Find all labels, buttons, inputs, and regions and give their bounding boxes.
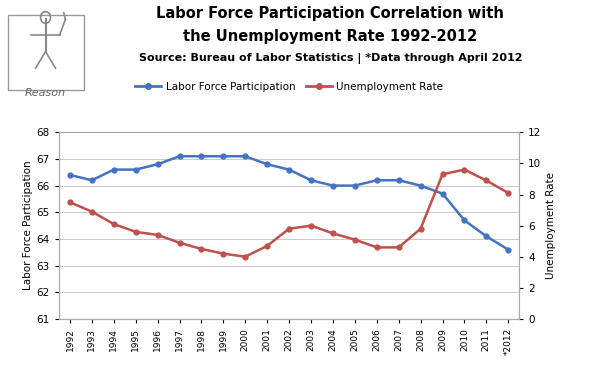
Text: Reason: Reason [25,88,66,98]
Y-axis label: Labor Force Participation: Labor Force Participation [22,161,32,291]
FancyBboxPatch shape [8,15,84,91]
Text: Labor Force Participation Correlation with: Labor Force Participation Correlation wi… [156,6,504,21]
Text: Source: Bureau of Labor Statistics | *Data through April 2012: Source: Bureau of Labor Statistics | *Da… [139,53,522,63]
Text: the Unemployment Rate 1992-2012: the Unemployment Rate 1992-2012 [183,29,477,44]
Y-axis label: Unemployment Rate: Unemployment Rate [546,172,556,279]
Legend: Labor Force Participation, Unemployment Rate: Labor Force Participation, Unemployment … [131,78,447,96]
